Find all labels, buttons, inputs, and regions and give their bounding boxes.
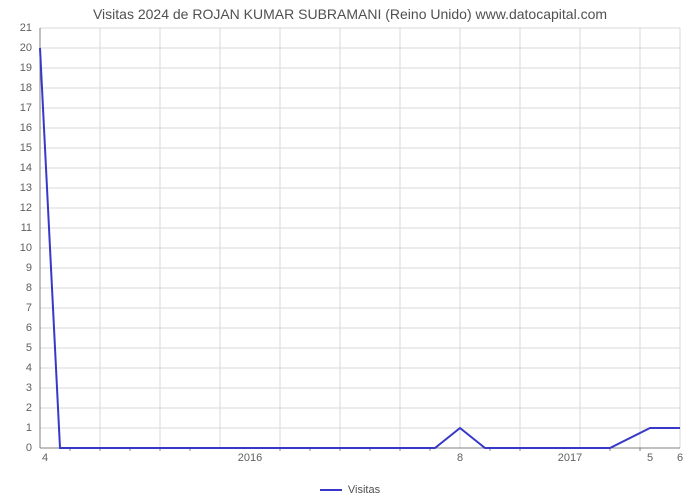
y-axis: 0123456789101112131415161718192021 [0, 28, 36, 448]
y-tick-label: 7 [26, 302, 32, 314]
y-tick-label: 14 [20, 162, 32, 174]
y-tick-label: 10 [20, 242, 32, 254]
x-axis: 4 2016 8 2017 5 6 [40, 450, 680, 470]
x-tick-label: 5 [647, 452, 653, 464]
y-tick-label: 11 [21, 222, 32, 234]
y-tick-label: 0 [26, 442, 32, 454]
plot-svg [40, 28, 680, 448]
legend-swatch [320, 489, 342, 491]
chart-container: Visitas 2024 de ROJAN KUMAR SUBRAMANI (R… [0, 0, 700, 500]
y-tick-label: 4 [26, 362, 32, 374]
x-tick-label: 4 [42, 452, 48, 464]
y-tick-label: 12 [20, 202, 32, 214]
y-tick-label: 13 [20, 182, 32, 194]
y-tick-label: 21 [20, 22, 32, 34]
y-tick-label: 5 [26, 342, 32, 354]
y-tick-label: 6 [26, 322, 32, 334]
plot-area [40, 28, 680, 448]
x-tick-label: 2017 [558, 452, 582, 464]
y-tick-label: 18 [20, 82, 32, 94]
x-tick-label: 2016 [238, 452, 262, 464]
y-tick-label: 20 [20, 42, 32, 54]
x-tick-label: 6 [677, 452, 683, 464]
legend-label: Visitas [348, 484, 380, 496]
y-tick-label: 8 [26, 282, 32, 294]
y-tick-label: 3 [26, 382, 32, 394]
y-tick-label: 9 [26, 262, 32, 274]
y-tick-label: 19 [20, 62, 32, 74]
y-tick-label: 17 [20, 102, 32, 114]
y-tick-label: 1 [26, 422, 32, 434]
legend: Visitas [0, 484, 700, 496]
chart-title: Visitas 2024 de ROJAN KUMAR SUBRAMANI (R… [0, 0, 700, 24]
y-tick-label: 16 [20, 122, 32, 134]
y-tick-label: 15 [20, 142, 32, 154]
x-tick-label: 8 [457, 452, 463, 464]
y-tick-label: 2 [26, 402, 32, 414]
